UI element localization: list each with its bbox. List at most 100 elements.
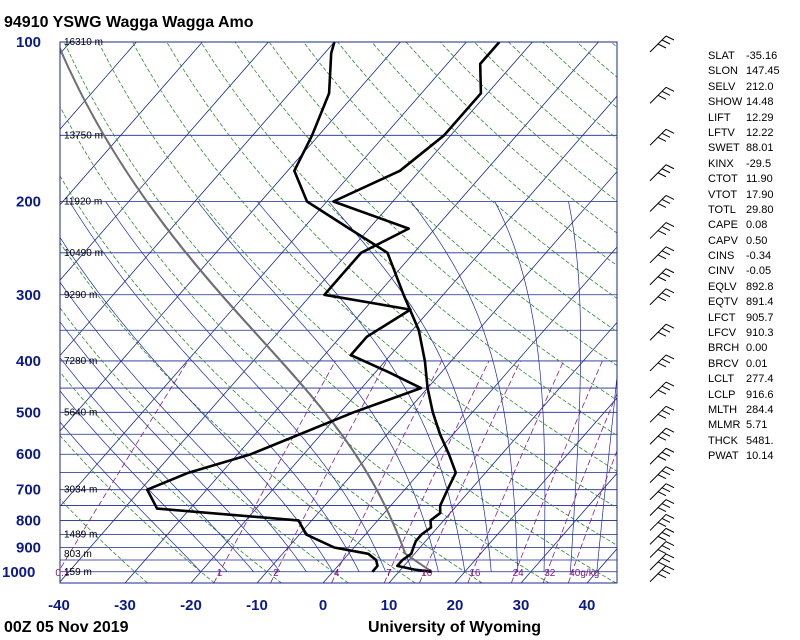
index-row: SLON 147.45	[708, 64, 796, 79]
index-name: BRCV	[708, 357, 739, 370]
wind-barb	[649, 466, 675, 484]
index-name: SELV	[708, 80, 736, 93]
mixing-ratio-line	[270, 360, 388, 583]
mixing-ratio-label: 10	[421, 568, 433, 579]
mixing-ratio-label: 1	[217, 568, 223, 579]
index-row: THCK 5481.	[708, 434, 796, 449]
pressure-tick-label: 900	[16, 540, 41, 557]
pressure-tick-label: 600	[16, 446, 41, 463]
index-value: 14.48	[746, 96, 774, 109]
index-name: CAPE	[708, 219, 738, 232]
mixing-ratio-line	[419, 360, 521, 583]
dry-adiabat	[60, 434, 215, 583]
moist-adiabat	[328, 201, 492, 572]
index-name: LFCV	[708, 327, 737, 340]
isotherm-line	[60, 42, 269, 281]
index-value: -0.34	[746, 250, 772, 263]
moist-adiabat	[60, 357, 254, 573]
wind-barb	[649, 354, 675, 372]
index-row: EQLV 892.8	[708, 280, 796, 295]
wind-barb	[649, 268, 675, 286]
dry-adiabat	[268, 42, 617, 367]
mixing-ratio-line	[60, 360, 189, 570]
mixing-ratio-line	[542, 392, 617, 583]
mixing-ratio-label: 24	[513, 568, 525, 579]
temperature-tick-label: 30	[513, 597, 530, 614]
isotherm-line	[322, 246, 617, 583]
index-name: LCLP	[708, 388, 736, 401]
index-value: 5481.	[746, 434, 774, 447]
mixing-ratio-line	[510, 360, 603, 583]
temperature-tick-label: 10	[381, 597, 398, 614]
moist-adiabat	[60, 421, 202, 573]
height-label: 159 m	[64, 567, 92, 578]
observation-time: 00Z 05 Nov 2019	[4, 619, 129, 636]
background-grid	[60, 42, 617, 583]
wind-barb	[649, 86, 675, 104]
index-row: LCLT 277.4	[708, 372, 796, 387]
index-value: -35.16	[746, 50, 778, 62]
index-value: 0.08	[746, 219, 768, 232]
dry-adiabat	[60, 307, 349, 583]
index-row: KINX -29.5	[708, 157, 796, 172]
moist-adiabat	[197, 201, 439, 572]
pressure-tick-label: 400	[16, 353, 41, 370]
wind-barb	[649, 513, 675, 531]
index-value: 10.14	[746, 450, 774, 463]
index-row: VTOT 17.90	[708, 188, 796, 203]
index-value: 284.4	[746, 403, 774, 416]
height-label: 803 m	[64, 549, 92, 560]
temperature-tick-label: -10	[246, 597, 268, 614]
wind-barb	[649, 541, 675, 558]
wind-barb	[649, 381, 675, 399]
index-value: 17.90	[746, 188, 774, 201]
index-row: LIFT 12.29	[708, 111, 796, 126]
index-name: BRCH	[708, 342, 740, 355]
isotherm-line	[256, 170, 617, 583]
index-row: CINV -0.05	[708, 264, 796, 279]
temperature-tick-label: 20	[447, 597, 464, 614]
index-value: 11.90	[746, 173, 773, 186]
dry-adiabat	[371, 42, 617, 266]
wind-barb	[649, 288, 675, 306]
temperature-tick-label: -30	[114, 597, 136, 614]
index-name: SLAT	[708, 50, 735, 62]
parcel-path	[60, 46, 433, 573]
isotherm-line	[124, 42, 599, 583]
index-row: BRCH 0.00	[708, 341, 796, 356]
index-value: 5.71	[746, 419, 768, 432]
mixing-ratio-label: 16	[469, 568, 481, 579]
temperature-tick-label: -20	[180, 597, 202, 614]
mixing-ratio-line	[213, 360, 336, 583]
mixing-ratio-line	[567, 449, 617, 583]
mixing-ratio-line	[467, 360, 565, 583]
index-row: LFCV 910.3	[708, 326, 796, 341]
wind-barb	[649, 128, 675, 146]
index-row: LCLP 916.6	[708, 388, 796, 403]
dry-adiabat	[60, 371, 282, 583]
index-value: 147.45	[746, 65, 780, 78]
index-row: CTOT 11.90	[708, 172, 796, 187]
isotherm-line	[454, 397, 617, 583]
index-name: CAPV	[708, 234, 738, 247]
index-name: LCLT	[708, 373, 735, 386]
index-row: SHOW 14.48	[708, 95, 796, 110]
wind-barb	[649, 222, 675, 239]
moist-adiabat	[410, 201, 518, 572]
isotherm-line	[190, 95, 617, 583]
index-row: SLAT -35.16	[708, 49, 796, 64]
plot-frame	[59, 41, 618, 584]
temperature-tick-label: 0	[319, 597, 327, 614]
pressure-tick-label: 100	[16, 34, 41, 51]
index-name: EQLV	[708, 280, 737, 293]
moist-adiabat	[147, 201, 413, 572]
wind-barb	[649, 323, 675, 341]
index-name: LIFT	[708, 111, 731, 124]
wind-barb	[649, 405, 675, 423]
index-value: -0.05	[746, 265, 772, 278]
index-value: 88.01	[746, 142, 774, 155]
index-value: 905.7	[746, 311, 774, 324]
index-name: TOTL	[708, 203, 736, 216]
index-row: BRCV 0.01	[708, 357, 796, 372]
index-value: 277.4	[746, 373, 774, 386]
